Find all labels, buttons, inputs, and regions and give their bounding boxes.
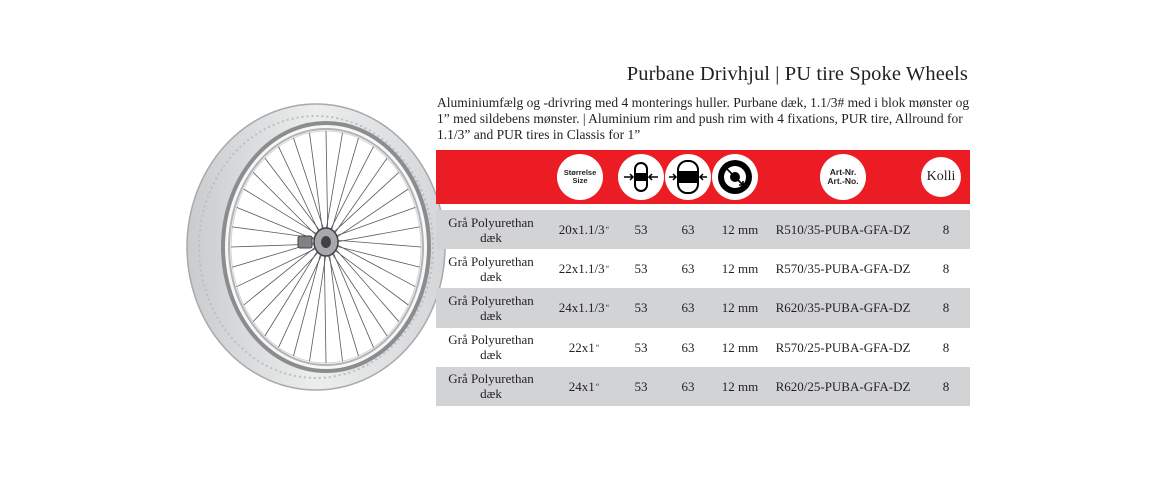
kolli-cell: 8 <box>942 300 950 316</box>
table-row: Grå Polyurethan dæk 20x1.1/3 “ 53 63 12 mm… <box>436 210 970 250</box>
product-table: Grå Polyurethan dæk 20x1.1/3 “ 53 63 12 mm… <box>436 210 970 406</box>
spoke <box>264 247 320 337</box>
kolli-column-header: Kolli <box>921 157 961 197</box>
spoke <box>243 188 321 237</box>
hub-size-cell: 12 mm <box>721 378 759 394</box>
spoke <box>309 250 327 362</box>
spoke <box>332 245 400 322</box>
spoke <box>333 239 422 248</box>
value-cell: 63 <box>681 222 695 238</box>
art-no-cell: R570/35-PUBA-GFA-DZ <box>775 261 911 277</box>
value-cell: 63 <box>681 300 695 316</box>
table-header: Størrelse Size Art-Nr. Art.-No. <box>436 150 970 204</box>
spoke <box>293 249 323 357</box>
kolli-cell: 8 <box>942 339 950 355</box>
size-label-da: Størrelse <box>563 168 597 177</box>
art-no-column-header: Art-Nr. Art.-No. <box>820 154 866 200</box>
tire-width-icon <box>618 154 664 200</box>
hub-icon <box>712 154 758 200</box>
hub-size-cell: 12 mm <box>721 339 759 355</box>
spoke <box>332 157 388 237</box>
spoke <box>309 132 324 234</box>
kolli-cell: 8 <box>942 261 950 277</box>
description-cell: Grå Polyurethan dæk <box>448 332 534 363</box>
product-description: Aluminiumfælg og -drivring med 4 monteri… <box>437 95 970 143</box>
art-no-cell: R510/35-PUBA-GFA-DZ <box>775 222 911 238</box>
spoke <box>329 137 359 235</box>
spoke <box>264 157 323 235</box>
spoke <box>332 206 416 238</box>
spoke <box>325 132 343 234</box>
size-cell: 22x1.1/3 “ <box>558 261 610 277</box>
hub-size-cell: 12 mm <box>721 261 759 277</box>
art-label-en: Art.-No. <box>827 176 859 186</box>
value-cell: 53 <box>634 300 648 316</box>
spoke <box>325 130 329 234</box>
spoke <box>236 246 320 288</box>
value-cell: 63 <box>681 261 695 277</box>
spoke <box>333 245 420 268</box>
size-label-en: Size <box>572 176 588 185</box>
table-row: Grå Polyurethan dæk 22x1 “ 53 63 12 mm R57… <box>436 328 970 367</box>
spoke <box>331 247 409 306</box>
art-no-cell: R620/25-PUBA-GFA-DZ <box>775 378 911 394</box>
value-cell: 53 <box>634 222 648 238</box>
size-cell: 20x1.1/3 “ <box>558 222 610 238</box>
kolli-cell: 8 <box>942 378 950 394</box>
description-cell: Grå Polyurethan dæk <box>448 253 534 284</box>
art-no-cell: R570/25-PUBA-GFA-DZ <box>775 339 911 355</box>
spoke <box>243 244 319 306</box>
value-cell: 53 <box>634 378 648 394</box>
value-cell: 63 <box>681 378 695 394</box>
spoke <box>329 249 388 337</box>
art-label-da: Art-Nr. <box>829 167 857 177</box>
description-cell: Grå Polyurethan dæk <box>448 371 534 402</box>
rim-width-icon <box>665 154 711 200</box>
spoke <box>328 250 343 362</box>
size-cell: 24x1 “ <box>568 378 600 394</box>
spoke <box>333 188 409 240</box>
spoke <box>252 248 322 322</box>
table-row: Grå Polyurethan dæk 22x1.1/3 “ 53 63 12 mm… <box>436 249 970 288</box>
size-cell: 24x1.1/3 “ <box>558 300 610 316</box>
spoke <box>330 172 400 236</box>
hub-size-cell: 12 mm <box>721 222 759 238</box>
size-cell: 22x1 “ <box>568 339 600 355</box>
spoke-wheel-image <box>186 103 446 391</box>
page-title: Purbane Drivhjul | PU tire Spoke Wheels <box>626 63 968 85</box>
value-cell: 63 <box>681 339 695 355</box>
spoke <box>333 242 416 288</box>
spoke <box>331 248 374 348</box>
art-no-cell: R620/35-PUBA-GFA-DZ <box>775 300 911 316</box>
spoke <box>278 250 324 348</box>
spoke <box>328 146 374 234</box>
value-cell: 53 <box>634 261 648 277</box>
spoke <box>323 250 327 364</box>
spoke <box>326 250 359 357</box>
description-cell: Grå Polyurethan dæk <box>448 292 534 323</box>
table-row: Grå Polyurethan dæk 24x1 “ 53 63 12 mm R62… <box>436 366 970 406</box>
value-cell: 53 <box>634 339 648 355</box>
description-cell: Grå Polyurethan dæk <box>448 214 534 245</box>
spoke <box>252 172 320 239</box>
spoke <box>278 146 321 236</box>
size-column-header: Størrelse Size <box>557 154 603 200</box>
kolli-cell: 8 <box>942 222 950 238</box>
spoke <box>236 206 319 242</box>
spoke <box>293 137 326 234</box>
table-row: Grå Polyurethan dæk 24x1.1/3 “ 53 63 12 mm… <box>436 288 970 328</box>
hub-size-cell: 12 mm <box>721 300 759 316</box>
spoke <box>333 226 420 243</box>
